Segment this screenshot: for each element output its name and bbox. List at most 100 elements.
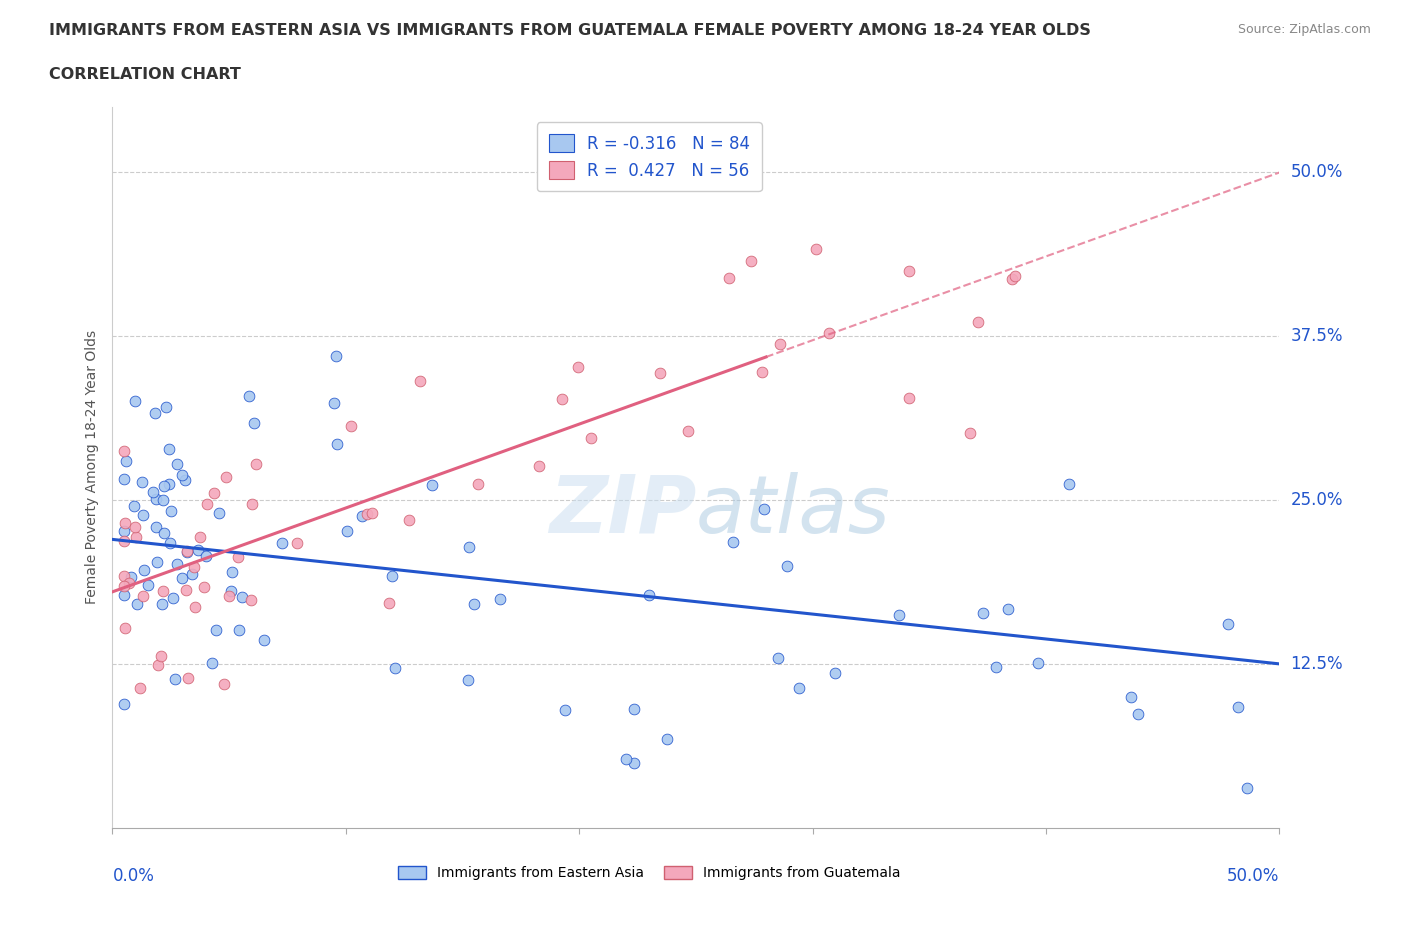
- Point: [160, 504, 183, 519]
- Point: [112, 697, 135, 711]
- Point: [1226, 699, 1249, 714]
- Point: [184, 600, 207, 615]
- Point: [212, 677, 235, 692]
- Point: [1001, 272, 1024, 286]
- Point: [143, 405, 166, 420]
- Point: [676, 424, 699, 439]
- Point: [118, 575, 141, 590]
- Point: [112, 444, 135, 458]
- Point: [177, 671, 200, 685]
- Text: ZIP: ZIP: [548, 472, 696, 550]
- Text: CORRELATION CHART: CORRELATION CHART: [49, 67, 240, 82]
- Point: [129, 680, 152, 695]
- Point: [131, 589, 153, 604]
- Point: [637, 588, 659, 603]
- Point: [567, 359, 589, 374]
- Point: [193, 580, 215, 595]
- Point: [489, 591, 512, 606]
- Point: [195, 497, 218, 512]
- Point: [207, 505, 229, 520]
- Point: [187, 542, 209, 557]
- Point: [152, 584, 174, 599]
- Point: [326, 437, 349, 452]
- Point: [176, 545, 198, 560]
- Text: IMMIGRANTS FROM EASTERN ASIA VS IMMIGRANTS FROM GUATEMALA FEMALE POVERTY AMONG 1: IMMIGRANTS FROM EASTERN ASIA VS IMMIGRAN…: [49, 23, 1091, 38]
- Point: [322, 395, 344, 410]
- Point: [146, 658, 169, 672]
- Point: [457, 539, 479, 554]
- Point: [340, 418, 363, 433]
- Point: [551, 392, 574, 406]
- Point: [125, 596, 148, 611]
- Point: [112, 578, 135, 593]
- Point: [623, 701, 645, 716]
- Point: [215, 470, 238, 485]
- Point: [170, 468, 193, 483]
- Point: [112, 568, 135, 583]
- Point: [112, 588, 135, 603]
- Point: [166, 556, 188, 571]
- Point: [718, 271, 741, 286]
- Point: [554, 703, 576, 718]
- Point: [887, 608, 910, 623]
- Point: [146, 554, 169, 569]
- Point: [204, 622, 226, 637]
- Point: [231, 589, 253, 604]
- Point: [165, 671, 187, 686]
- Point: [967, 314, 990, 329]
- Point: [183, 559, 205, 574]
- Point: [124, 520, 146, 535]
- Point: [114, 454, 136, 469]
- Point: [202, 485, 225, 500]
- Point: [817, 326, 839, 340]
- Point: [766, 650, 789, 665]
- Point: [112, 534, 135, 549]
- Point: [112, 524, 135, 538]
- Point: [356, 507, 378, 522]
- Point: [152, 479, 174, 494]
- Point: [240, 592, 263, 607]
- Point: [243, 415, 266, 430]
- Point: [1028, 656, 1050, 671]
- Point: [1218, 617, 1240, 631]
- Point: [457, 672, 479, 687]
- Point: [131, 475, 153, 490]
- Point: [176, 544, 198, 559]
- Point: [226, 550, 249, 565]
- Point: [1126, 707, 1149, 722]
- Point: [655, 732, 678, 747]
- Text: 0.0%: 0.0%: [112, 867, 155, 884]
- Point: [768, 337, 790, 352]
- Point: [149, 649, 172, 664]
- Point: [114, 620, 136, 635]
- Point: [467, 476, 489, 491]
- Point: [1121, 689, 1143, 704]
- Text: atlas: atlas: [696, 472, 891, 550]
- Point: [112, 472, 135, 486]
- Point: [409, 374, 432, 389]
- Point: [789, 681, 811, 696]
- Point: [124, 529, 146, 544]
- Point: [398, 512, 420, 527]
- Point: [180, 567, 202, 582]
- Point: [420, 478, 443, 493]
- Point: [157, 476, 180, 491]
- Point: [579, 431, 602, 445]
- Point: [352, 509, 374, 524]
- Point: [384, 661, 406, 676]
- Point: [136, 578, 159, 592]
- Point: [157, 441, 180, 456]
- Point: [959, 426, 981, 441]
- Point: [381, 569, 404, 584]
- Point: [804, 242, 827, 257]
- Point: [1059, 477, 1081, 492]
- Point: [228, 623, 250, 638]
- Point: [142, 485, 165, 499]
- Legend: Immigrants from Eastern Asia, Immigrants from Guatemala: Immigrants from Eastern Asia, Immigrants…: [392, 860, 907, 885]
- Point: [159, 536, 181, 551]
- Text: 50.0%: 50.0%: [1227, 867, 1279, 884]
- Point: [152, 493, 174, 508]
- Point: [155, 400, 177, 415]
- Text: 25.0%: 25.0%: [1291, 491, 1343, 509]
- Point: [754, 501, 776, 516]
